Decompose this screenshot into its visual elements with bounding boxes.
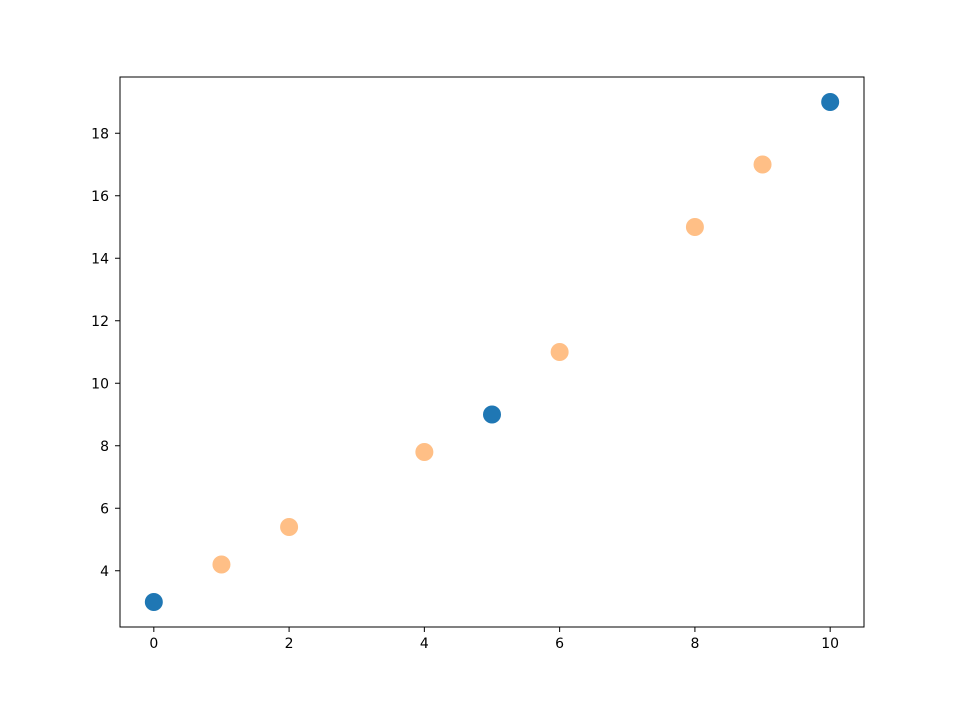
scatter-chart: 0 2 4 6 8 10 4 6 8 10 12 14 16 18 [0, 0, 960, 704]
data-point [754, 156, 772, 174]
data-point [415, 443, 433, 461]
data-point [145, 593, 163, 611]
y-tick-label: 16 [91, 189, 109, 205]
y-tick-label: 10 [91, 376, 109, 392]
chart-svg: 0 2 4 6 8 10 4 6 8 10 12 14 16 18 [0, 0, 960, 704]
data-point [280, 518, 298, 536]
y-tick-label: 18 [91, 126, 109, 142]
data-point [821, 93, 839, 111]
x-tick-label: 2 [285, 636, 294, 652]
x-tick-label: 0 [149, 636, 158, 652]
y-tick-label: 4 [100, 564, 109, 580]
data-point [551, 343, 569, 361]
x-tick-label: 6 [555, 636, 564, 652]
data-point [212, 556, 230, 574]
x-tick-label: 8 [690, 636, 699, 652]
chart-background [0, 0, 960, 704]
data-point [686, 218, 704, 236]
y-tick-label: 14 [91, 251, 109, 267]
y-tick-label: 8 [100, 439, 109, 455]
y-tick-label: 12 [91, 314, 109, 330]
data-point [483, 406, 501, 424]
y-tick-label: 6 [100, 501, 109, 517]
x-tick-label: 4 [420, 636, 429, 652]
x-tick-label: 10 [821, 636, 839, 652]
